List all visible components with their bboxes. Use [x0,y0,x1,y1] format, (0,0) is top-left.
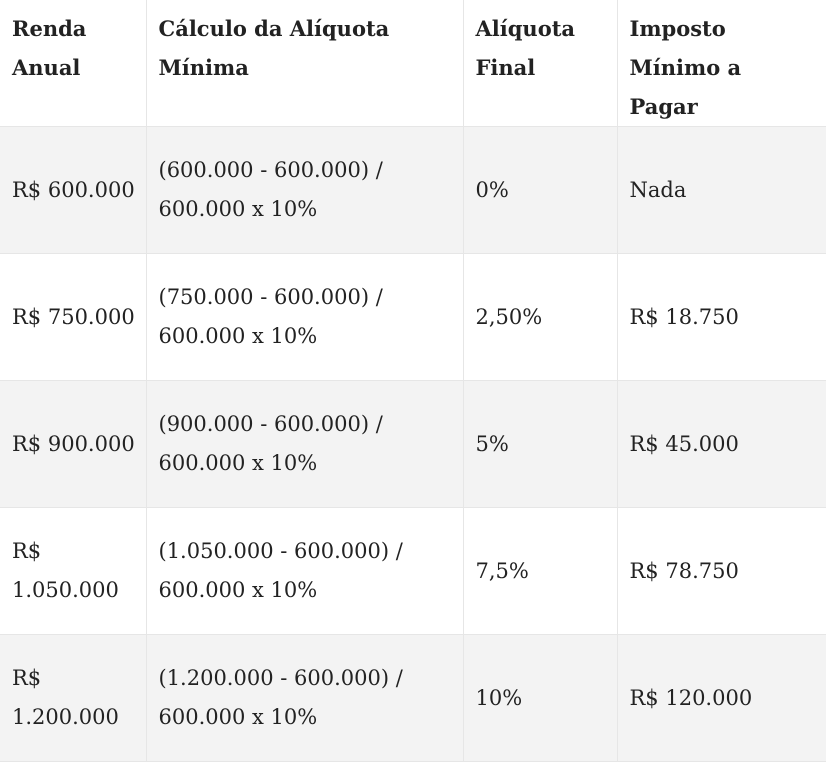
cell-renda-anual: R$ 900.000 [0,380,147,508]
cell-renda-anual: R$ 1.200.000 [0,634,147,762]
cell-aliquota-final: 10% [463,634,618,762]
cell-calculo: (750.000 - 600.000) / 600.000 x 10% [146,253,464,381]
cell-aliquota-final: 5% [463,380,618,508]
header-renda-anual: Renda Anual [0,0,147,127]
cell-calculo: (1.050.000 - 600.000) / 600.000 x 10% [146,507,464,635]
cell-imposto: R$ 78.750 [629,558,739,583]
cell-calculo: (1.200.000 - 600.000) / 600.000 x 10% [146,634,464,762]
table-row: R$ 750.000 (750.000 - 600.000) / 600.000… [0,253,826,381]
cell-calculo: (900.000 - 600.000) / 600.000 x 10% [146,380,464,508]
cell-renda-anual: R$ 1.050.000 [0,507,147,635]
table-body: R$ 600.000 (600.000 - 600.000) / 600.000… [0,126,826,762]
header-aliquota-final: Alíquota Final [463,0,618,127]
cell-renda-anual: R$ 600.000 [0,126,147,254]
cell-aliquota-final: 7,5% [463,507,618,635]
table-row: R$ 1.050.000 (1.050.000 - 600.000) / 600… [0,507,826,635]
cell-calculo: (600.000 - 600.000) / 600.000 x 10% [146,126,464,254]
cell-imposto: R$ 120.000 [629,685,753,710]
header-imposto-minimo: Imposto Mínimo a Pagar [617,0,826,127]
table-row: R$ 1.200.000 (1.200.000 - 600.000) / 600… [0,634,826,762]
cell-aliquota-final: 2,50% [463,253,618,381]
cell-imposto: Nada [629,177,687,202]
cell-imposto: R$ 18.750 [629,304,739,329]
cell-imposto: R$ 45.000 [629,431,739,456]
table-row: R$ 600.000 (600.000 - 600.000) / 600.000… [0,126,826,254]
table-row: R$ 900.000 (900.000 - 600.000) / 600.000… [0,380,826,508]
cell-renda-anual: R$ 750.000 [0,253,147,381]
cell-aliquota-final: 0% [463,126,618,254]
header-row: Renda Anual Cálculo da Alíquota Mínima A… [0,0,826,127]
header-calculo-aliquota: Cálculo da Alíquota Mínima [146,0,464,127]
table-header: Renda Anual Cálculo da Alíquota Mínima A… [0,0,826,127]
